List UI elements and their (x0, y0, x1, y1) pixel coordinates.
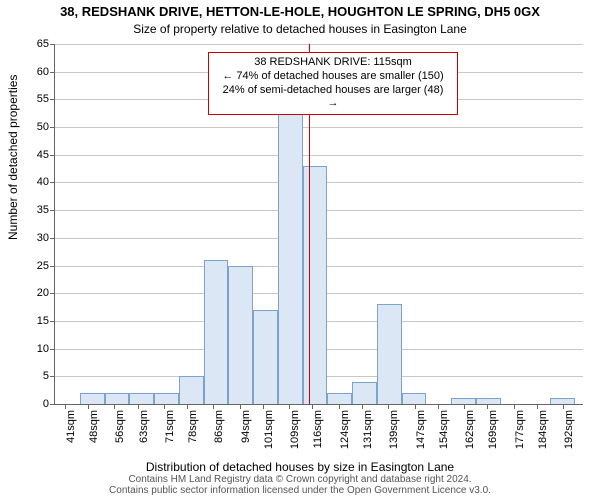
ytick-label: 55 (37, 93, 49, 105)
ytick-mark (50, 376, 55, 377)
ytick-label: 0 (43, 398, 49, 410)
xtick-label: 41sqm (65, 410, 77, 443)
ytick-mark (50, 293, 55, 294)
histogram-bar (154, 393, 179, 404)
xtick-mark (563, 404, 564, 409)
xtick-mark (164, 404, 165, 409)
xtick-mark (138, 404, 139, 409)
histogram-bar (303, 166, 328, 404)
histogram-bar (377, 304, 402, 404)
histogram-bar (228, 266, 253, 404)
ytick-mark (50, 155, 55, 156)
ytick-mark (50, 99, 55, 100)
xtick-label: 147sqm (415, 410, 427, 449)
annotation-line2: ← 74% of detached houses are smaller (15… (217, 70, 449, 84)
grid-line (55, 44, 583, 45)
ytick-mark (50, 321, 55, 322)
xtick-label: 116sqm (312, 410, 324, 448)
xtick-mark (487, 404, 488, 409)
xtick-label: 124sqm (339, 410, 351, 449)
histogram-bar (80, 393, 105, 404)
ytick-mark (50, 44, 55, 45)
ytick-label: 5 (43, 370, 49, 382)
histogram-bar (129, 393, 154, 404)
xtick-label: 48sqm (88, 410, 100, 443)
xtick-mark (514, 404, 515, 409)
ytick-mark (50, 182, 55, 183)
xtick-label: 101sqm (263, 410, 275, 449)
xtick-mark (240, 404, 241, 409)
ytick-mark (50, 266, 55, 267)
ytick-label: 65 (37, 38, 49, 50)
xtick-label: 192sqm (563, 410, 575, 449)
xtick-mark (464, 404, 465, 409)
ytick-mark (50, 349, 55, 350)
ytick-mark (50, 238, 55, 239)
ytick-label: 45 (37, 149, 49, 161)
chart-title-line1: 38, REDSHANK DRIVE, HETTON-LE-HOLE, HOUG… (0, 4, 600, 19)
xtick-label: 63sqm (138, 410, 150, 443)
xtick-mark (537, 404, 538, 409)
histogram-bar (402, 393, 427, 404)
ytick-mark (50, 127, 55, 128)
annotation-box: 38 REDSHANK DRIVE: 115sqm ← 74% of detac… (208, 52, 458, 115)
xtick-mark (438, 404, 439, 409)
chart-title-line2: Size of property relative to detached ho… (0, 22, 600, 36)
xtick-mark (65, 404, 66, 409)
xtick-mark (415, 404, 416, 409)
ytick-label: 20 (37, 287, 49, 299)
ytick-mark (50, 404, 55, 405)
chart-container: 38, REDSHANK DRIVE, HETTON-LE-HOLE, HOUG… (0, 0, 600, 500)
xtick-label: 78sqm (187, 410, 199, 443)
annotation-line1: 38 REDSHANK DRIVE: 115sqm (217, 56, 449, 70)
xtick-mark (114, 404, 115, 409)
xtick-label: 139sqm (388, 410, 400, 449)
xtick-mark (88, 404, 89, 409)
histogram-bar (204, 260, 229, 404)
xtick-mark (289, 404, 290, 409)
histogram-bar (327, 393, 352, 404)
xtick-label: 131sqm (362, 410, 374, 449)
xtick-mark (213, 404, 214, 409)
histogram-bar (179, 376, 204, 404)
ytick-label: 30 (37, 232, 49, 244)
ytick-label: 10 (37, 343, 49, 355)
grid-line (55, 155, 583, 156)
histogram-bar (278, 110, 303, 404)
ytick-mark (50, 210, 55, 211)
xtick-label: 109sqm (289, 410, 301, 449)
xtick-mark (362, 404, 363, 409)
ytick-label: 50 (37, 121, 49, 133)
xtick-label: 177sqm (514, 410, 526, 449)
x-axis-label: Distribution of detached houses by size … (0, 460, 600, 474)
ytick-label: 60 (37, 66, 49, 78)
xtick-label: 86sqm (213, 410, 225, 443)
ytick-label: 35 (37, 204, 49, 216)
xtick-mark (312, 404, 313, 409)
xtick-mark (339, 404, 340, 409)
grid-line (55, 127, 583, 128)
plot-area: 0510152025303540455055606541sqm48sqm56sq… (54, 44, 583, 405)
xtick-label: 154sqm (438, 410, 450, 449)
footer-attribution: Contains HM Land Registry data © Crown c… (0, 474, 600, 496)
xtick-label: 94sqm (240, 410, 252, 443)
xtick-label: 184sqm (537, 410, 549, 449)
annotation-line3: 24% of semi-detached houses are larger (… (217, 84, 449, 112)
ytick-mark (50, 72, 55, 73)
xtick-mark (263, 404, 264, 409)
histogram-bar (105, 393, 130, 404)
xtick-mark (187, 404, 188, 409)
ytick-label: 15 (37, 315, 49, 327)
y-axis-label: Number of detached properties (6, 75, 20, 240)
ytick-label: 40 (37, 176, 49, 188)
xtick-label: 162sqm (464, 410, 476, 449)
xtick-label: 169sqm (487, 410, 499, 449)
ytick-label: 25 (37, 260, 49, 272)
xtick-mark (388, 404, 389, 409)
histogram-bar (253, 310, 278, 404)
xtick-label: 56sqm (114, 410, 126, 443)
xtick-label: 71sqm (164, 410, 176, 443)
histogram-bar (352, 382, 377, 404)
